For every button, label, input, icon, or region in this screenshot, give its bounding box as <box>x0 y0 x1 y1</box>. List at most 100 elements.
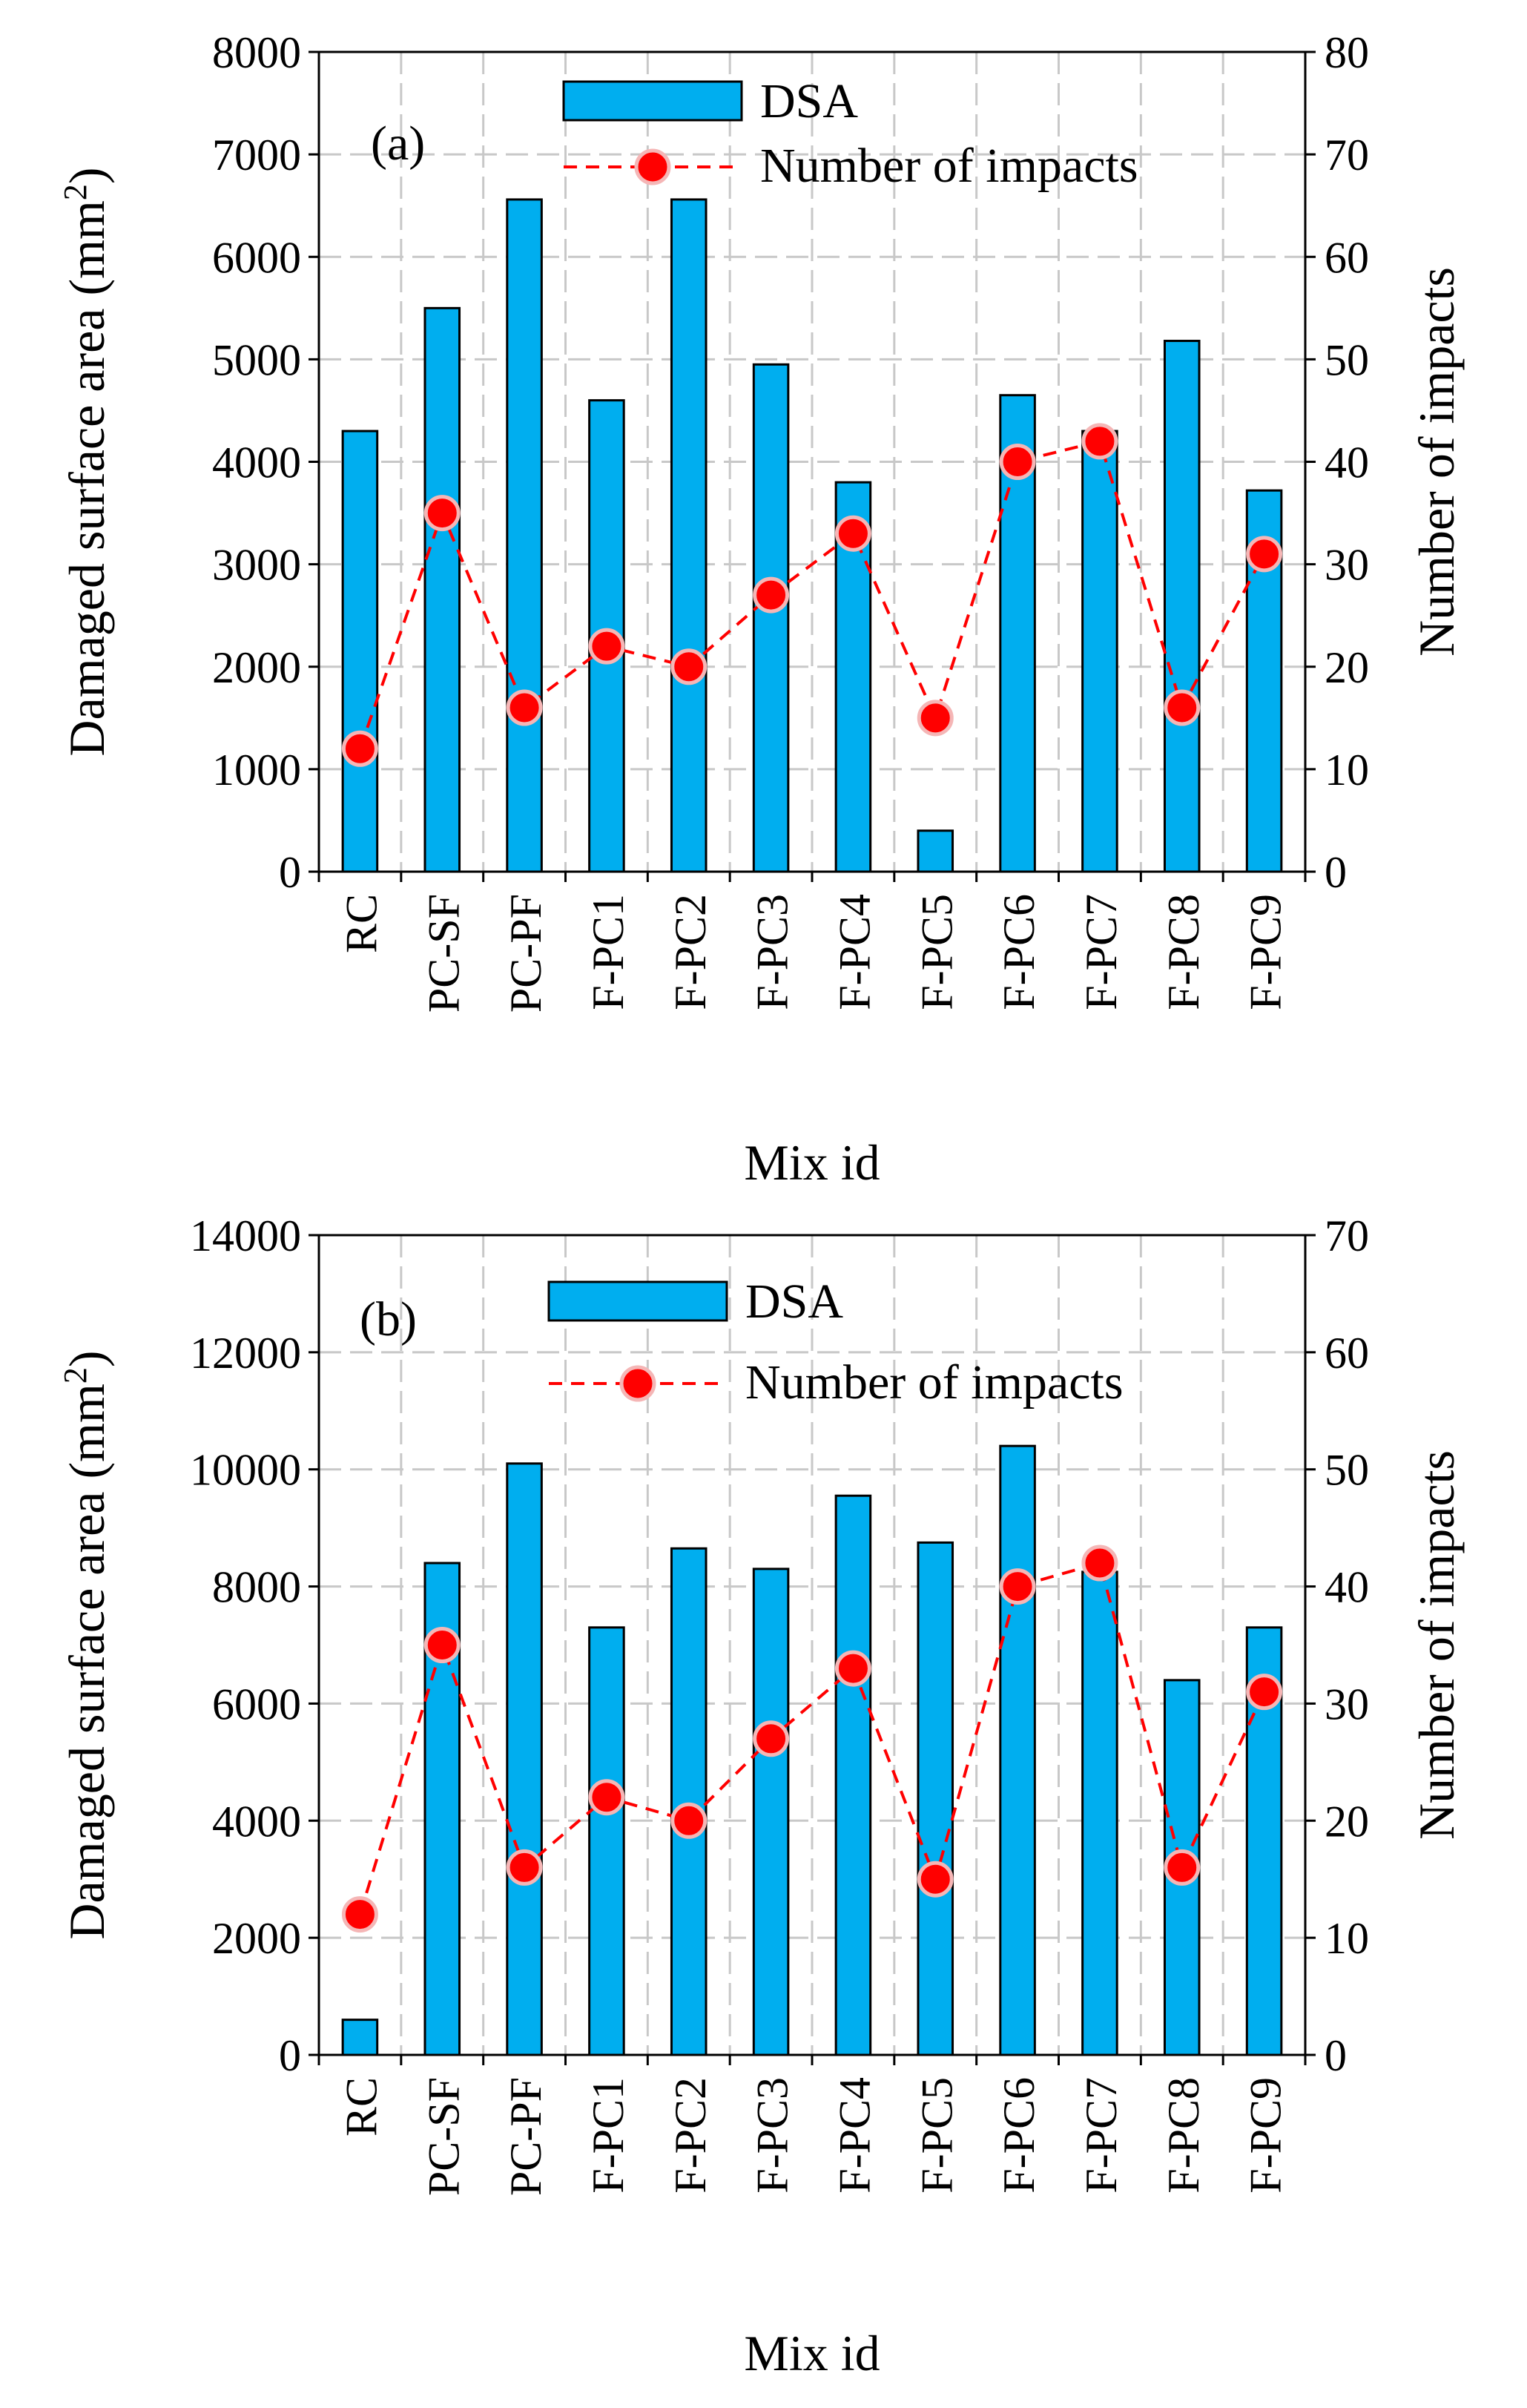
panel-label: (a) <box>371 116 425 171</box>
impact-point-PC-SF <box>423 1627 461 1663</box>
impact-point-RC <box>341 730 378 767</box>
bar-F-PC5 <box>917 829 954 873</box>
x-tick-label: F-PC8 <box>1159 2077 1208 2194</box>
legend-bar-swatch <box>547 1280 728 1322</box>
x-tick-label: PC-PF <box>501 2077 550 2196</box>
x-axis-title: Mix id <box>744 1134 880 1191</box>
impact-point-F-PC1 <box>588 1779 625 1816</box>
x-tick-label: F-PC6 <box>995 894 1043 1010</box>
legend-line-label: Number of impacts <box>760 139 1138 193</box>
right-tick-label: 40 <box>1325 438 1369 487</box>
bar-F-PC2 <box>670 198 708 873</box>
x-tick-label: PC-SF <box>419 894 468 1013</box>
impact-point-F-PC2 <box>670 648 708 685</box>
impact-point-F-PC3 <box>753 1720 790 1757</box>
x-tick-label: F-PC2 <box>666 2077 715 2194</box>
bar-RC <box>341 430 379 873</box>
y-left-title-end: ) <box>59 167 115 184</box>
x-tick-label: F-PC7 <box>1077 894 1126 1010</box>
y-left-title-base: Damaged surface area (mm <box>59 200 115 756</box>
x-tick-label: PC-PF <box>501 894 550 1013</box>
impact-point-F-PC6 <box>999 444 1036 480</box>
left-tick-label: 4000 <box>212 438 301 487</box>
impact-point-F-PC2 <box>670 1802 708 1839</box>
right-axis: 0 10 20 30 40 50 60 70 80 <box>1305 28 1369 897</box>
bar-F-PC7 <box>1081 1570 1118 2056</box>
legend-bar-swatch <box>562 80 743 122</box>
impact-point-F-PC7 <box>1081 423 1118 460</box>
impact-point-F-PC9 <box>1246 536 1283 573</box>
panel-label: (b) <box>360 1292 417 1346</box>
dsa-bars <box>341 1444 1283 2056</box>
panel-b: 0 2000 4000 6000 8000 10000 12000 14000 0 10 20 30 4… <box>57 1211 1465 2381</box>
bar-F-PC5 <box>917 1541 954 2056</box>
x-tick-label: RC <box>337 894 386 953</box>
right-tick-label: 0 <box>1325 2031 1347 2080</box>
legend: DSA Number of impacts <box>562 74 1138 193</box>
right-tick-label: 70 <box>1325 131 1369 180</box>
left-tick-label: 8000 <box>212 28 301 77</box>
y-right-title: Number of impacts <box>1408 1450 1465 1840</box>
x-tick-label: F-PC3 <box>748 2077 797 2194</box>
bar-F-PC3 <box>752 1567 790 2056</box>
legend-line-marker <box>619 1365 656 1402</box>
bar-F-PC8 <box>1163 340 1201 873</box>
y-right-title: Number of impacts <box>1408 267 1465 657</box>
right-tick-label: 10 <box>1325 746 1369 795</box>
right-tick-label: 30 <box>1325 1680 1369 1728</box>
y-left-title: Damaged surface area (mm2) <box>57 167 116 756</box>
impact-point-F-PC4 <box>834 1650 871 1687</box>
gridlines <box>319 52 1305 872</box>
panel-a: 0 1000 2000 3000 4000 5000 6000 7000 8000 0 10 20 30… <box>57 28 1465 1191</box>
impact-point-F-PC6 <box>999 1568 1036 1605</box>
legend-line-marker <box>634 148 671 185</box>
left-tick-label: 3000 <box>212 541 301 590</box>
impact-point-F-PC8 <box>1164 1849 1201 1886</box>
x-tick-label: F-PC4 <box>830 2077 879 2194</box>
right-tick-label: 10 <box>1325 1914 1369 1963</box>
x-axis-title: Mix id <box>744 2325 880 2381</box>
right-tick-label: 30 <box>1325 541 1369 590</box>
x-axis: RC PC-SF PC-PF F-PC1 F-PC2 F-PC3 F-PC4 F-PC5 F-P… <box>317 872 1307 1013</box>
left-tick-label: 10000 <box>190 1446 301 1495</box>
right-tick-label: 70 <box>1325 1211 1369 1260</box>
x-axis: RC PC-SF PC-PF F-PC1 F-PC2 F-PC3 F-PC4 F-PC5 F-P… <box>317 2055 1307 2196</box>
x-tick-label: F-PC5 <box>912 894 961 1010</box>
left-tick-label: 8000 <box>212 1563 301 1612</box>
x-tick-label: F-PC9 <box>1241 2077 1290 2194</box>
bar-F-PC3 <box>752 363 790 873</box>
left-axis: 0 2000 4000 6000 8000 10000 12000 14000 <box>190 1211 319 2080</box>
impact-markers <box>341 423 1283 767</box>
impact-point-F-PC9 <box>1246 1674 1283 1711</box>
left-tick-label: 6000 <box>212 233 301 282</box>
impact-point-PC-SF <box>423 495 461 532</box>
impact-point-F-PC1 <box>588 628 625 665</box>
left-axis: 0 1000 2000 3000 4000 5000 6000 7000 8000 <box>212 28 319 897</box>
impact-point-F-PC5 <box>917 700 954 737</box>
x-tick-label: F-PC5 <box>912 2077 961 2194</box>
bar-PC-PF <box>506 198 543 873</box>
left-tick-label: 14000 <box>190 1211 301 1260</box>
y-left-title: Damaged surface area (mm2) <box>57 1350 116 1939</box>
legend-bar-label: DSA <box>760 74 858 128</box>
x-tick-label: PC-SF <box>419 2077 468 2196</box>
x-tick-label: F-PC1 <box>584 894 633 1010</box>
gridlines <box>319 1235 1305 2055</box>
y-left-title-sup: 2 <box>57 1367 93 1384</box>
impact-markers <box>341 1545 1283 1933</box>
bar-RC <box>341 2019 379 2056</box>
x-tick-label: F-PC7 <box>1077 2077 1126 2194</box>
x-tick-label: F-PC6 <box>995 2077 1043 2194</box>
bar-F-PC4 <box>834 1494 872 2056</box>
impacts-line <box>358 439 1266 749</box>
x-tick-label: F-PC2 <box>666 894 715 1010</box>
impact-point-PC-PF <box>506 1849 543 1886</box>
x-tick-label: F-PC9 <box>1241 894 1290 1010</box>
y-left-title-base: Damaged surface area (mm <box>59 1384 115 1939</box>
x-tick-label: F-PC1 <box>584 2077 633 2194</box>
impact-point-F-PC4 <box>834 515 871 552</box>
left-tick-label: 0 <box>279 2031 301 2080</box>
x-tick-label: RC <box>337 2077 386 2136</box>
